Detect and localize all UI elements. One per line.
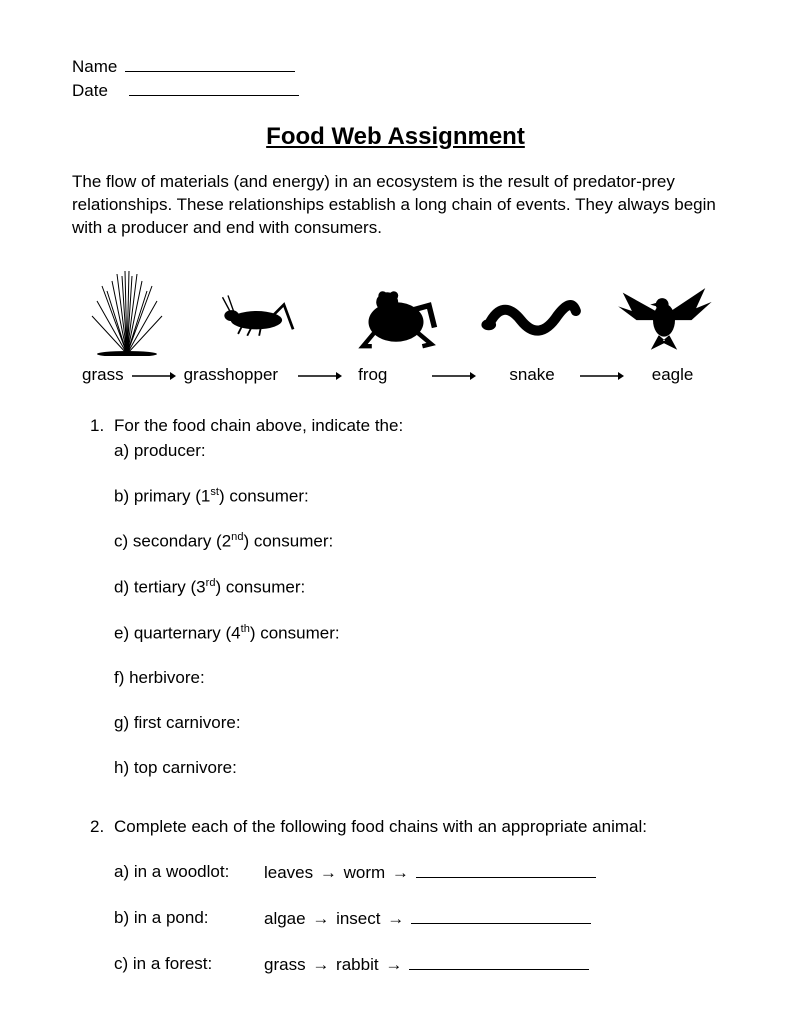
questions: 1. For the food chain above, indicate th… — [72, 415, 719, 999]
frog-image — [341, 266, 451, 356]
right-arrow-icon: → — [385, 955, 402, 974]
question-1: 1. For the food chain above, indicate th… — [90, 415, 719, 810]
q1-g: g) first carnivore: — [114, 712, 719, 735]
q1-h: h) top carnivore: — [114, 757, 719, 780]
right-arrow-icon: → — [312, 955, 329, 974]
chain-label-frog: frog — [358, 364, 387, 387]
q1-c: c) secondary (2nd) consumer: — [114, 530, 719, 554]
right-arrow-icon: → — [392, 863, 409, 882]
right-arrow-icon: → — [387, 909, 404, 928]
eagle-image — [609, 266, 719, 356]
page-title: Food Web Assignment — [72, 121, 719, 153]
q1-a: a) producer: — [114, 440, 719, 463]
q2-c-answer-blank[interactable] — [409, 953, 589, 970]
food-chain-images — [72, 256, 719, 356]
header-fields: Name Date — [72, 55, 719, 103]
q1-d: d) tertiary (3rd) consumer: — [114, 576, 719, 600]
q2-a-answer-blank[interactable] — [416, 861, 596, 878]
chain-label-grass: grass — [82, 364, 124, 387]
grasshopper-image — [206, 266, 316, 356]
question-2: 2. Complete each of the following food c… — [90, 816, 719, 999]
arrow-icon — [432, 371, 476, 381]
q1-b: b) primary (1st) consumer: — [114, 485, 719, 509]
q1-prompt: For the food chain above, indicate the: — [114, 415, 719, 438]
q2-number: 2. — [90, 816, 114, 999]
name-label: Name — [72, 56, 125, 79]
right-arrow-icon: → — [320, 863, 337, 882]
q1-f: f) herbivore: — [114, 667, 719, 690]
arrow-icon — [580, 371, 624, 381]
grass-image — [72, 266, 182, 356]
date-label: Date — [72, 80, 116, 103]
q2-c-label: c) in a forest: — [114, 953, 264, 977]
intro-paragraph: The flow of materials (and energy) in an… — [72, 171, 719, 240]
arrow-icon — [298, 371, 342, 381]
q1-e: e) quarternary (4th) consumer: — [114, 622, 719, 646]
date-blank[interactable] — [129, 79, 299, 96]
right-arrow-icon: → — [312, 909, 329, 928]
q2-b: b) in a pond: algae → insect → — [114, 907, 719, 931]
q1-number: 1. — [90, 415, 114, 810]
chain-label-grasshopper: grasshopper — [184, 364, 279, 387]
q2-a: a) in a woodlot: leaves → worm → — [114, 861, 719, 885]
food-chain-labels: grass grasshopper frog snake eagle — [72, 364, 719, 387]
snake-image — [475, 266, 585, 356]
q2-c: c) in a forest: grass → rabbit → — [114, 953, 719, 977]
q2-b-label: b) in a pond: — [114, 907, 264, 931]
chain-label-eagle: eagle — [652, 364, 694, 387]
q2-prompt: Complete each of the following food chai… — [114, 816, 719, 839]
name-blank[interactable] — [125, 55, 295, 72]
chain-label-snake: snake — [509, 364, 554, 387]
arrow-icon — [132, 371, 176, 381]
q2-b-answer-blank[interactable] — [411, 907, 591, 924]
q2-a-label: a) in a woodlot: — [114, 861, 264, 885]
